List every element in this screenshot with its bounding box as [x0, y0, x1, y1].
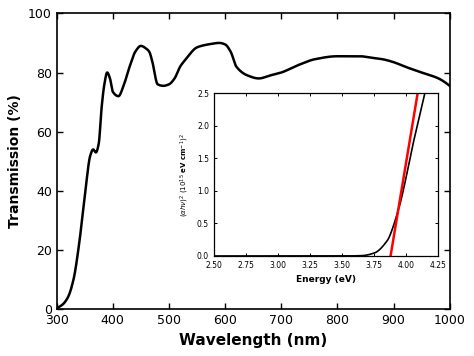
- X-axis label: Wavelength (nm): Wavelength (nm): [179, 333, 328, 348]
- Y-axis label: Transmission (%): Transmission (%): [9, 94, 22, 228]
